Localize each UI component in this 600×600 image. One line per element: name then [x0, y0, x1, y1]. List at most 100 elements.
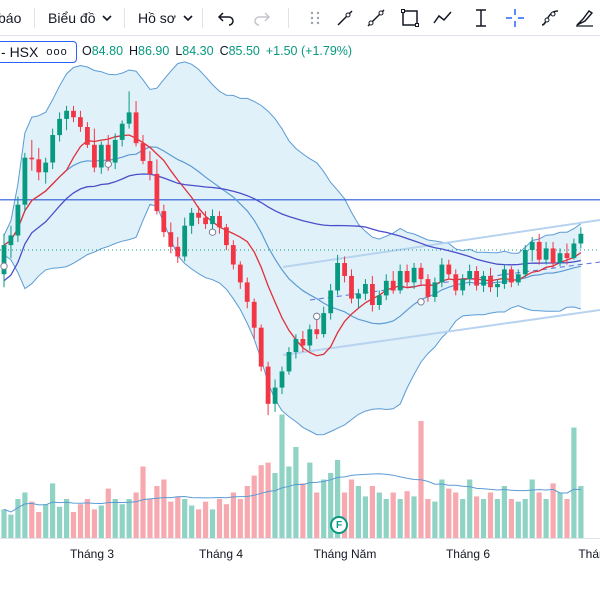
volume-bar [300, 483, 306, 538]
candle-body [196, 212, 201, 218]
candle-body [397, 271, 403, 291]
candle-body [154, 173, 160, 212]
volume-bar [460, 499, 466, 538]
volume-bar [91, 509, 97, 538]
x-tick-thang-6: Tháng 6 [445, 547, 491, 561]
candle-body [15, 204, 21, 236]
volume-bar [237, 499, 243, 538]
volume-bar [453, 492, 459, 538]
volume-bar [279, 414, 285, 538]
financial-event-badge[interactable]: F [330, 516, 348, 534]
candle-body [293, 339, 299, 352]
channel-upper-line [282, 219, 600, 268]
x-tick-thang-nam: Tháng Năm [313, 547, 377, 561]
volume-bar [70, 512, 77, 538]
chart-type-dropdown[interactable]: Biểu đồ [48, 7, 113, 29]
brush-tool-button[interactable] [571, 5, 597, 31]
volume-bar [487, 492, 494, 538]
volume-bar [216, 499, 223, 538]
volume-bar [557, 492, 563, 538]
trend-line-tool-button[interactable] [332, 5, 358, 31]
volume-bar [189, 505, 195, 538]
candle-body [363, 284, 368, 294]
drag-handle-button[interactable] [302, 5, 328, 31]
volume-bar [126, 499, 132, 538]
candle-body [175, 246, 181, 257]
volume-bar [77, 504, 84, 538]
candle-body [432, 282, 438, 297]
signal-marker [0, 262, 8, 270]
volume-bar [29, 501, 35, 538]
rectangle-tool-icon [401, 9, 419, 27]
candle-body [78, 117, 83, 127]
candle-body [515, 274, 521, 283]
candle-body [502, 269, 507, 284]
candle-body [85, 127, 90, 145]
candle-body [356, 293, 361, 299]
more-icon[interactable]: ooo [46, 46, 68, 58]
undo-button[interactable] [213, 5, 239, 31]
alert-button[interactable]: báo [0, 7, 21, 29]
volume-bar [348, 479, 355, 538]
candle-body [522, 250, 528, 275]
toolbar-divider [34, 8, 35, 28]
brush-tool-icon [576, 10, 594, 27]
signal-marker [313, 312, 321, 321]
price-chart[interactable] [0, 36, 600, 544]
top-toolbar: báo Biểu đồ Hồ sơ [0, 0, 600, 36]
volume-bar [341, 492, 348, 538]
rectangle-tool-button[interactable] [397, 5, 423, 31]
volume-bar [446, 488, 452, 538]
bollinger-lower-line [3, 203, 582, 436]
volume-bar [251, 475, 257, 538]
volume-bar [36, 512, 42, 538]
volume-bar [432, 501, 438, 538]
crosshair-button[interactable] [502, 5, 528, 31]
candle-body [251, 301, 257, 328]
curve-tool-button[interactable] [537, 5, 563, 31]
candle-body [36, 159, 42, 173]
candle-body [411, 267, 417, 283]
cursor-text-button[interactable] [468, 5, 494, 31]
candle-body [557, 253, 563, 263]
volume-bar [119, 504, 125, 538]
volume-bar [258, 465, 264, 538]
candle-body [161, 211, 167, 233]
candle-body [342, 263, 347, 276]
high-value: H86.90 [129, 44, 170, 58]
path-tool-button[interactable] [430, 5, 456, 31]
volume-bar [105, 488, 111, 538]
volume-bar [321, 479, 327, 538]
chevron-down-icon [102, 15, 113, 22]
volume-bar [272, 473, 278, 538]
candle-body [571, 243, 577, 259]
candle-body [133, 112, 139, 144]
candle-body [92, 144, 97, 168]
candle-body [578, 233, 584, 244]
ohlc-legend: O84.80 H86.90 L84.30 C85.50 +1.50 (+1.79… [82, 44, 352, 58]
volume-bar [98, 505, 104, 538]
volume-bar [209, 509, 216, 538]
volume-bar [578, 486, 584, 538]
candle-body [119, 123, 125, 140]
candle-body [404, 271, 410, 283]
trend-line-tool-icon [337, 10, 353, 26]
volume-bar [376, 492, 382, 538]
volume-bar [494, 499, 500, 538]
redo-button[interactable] [249, 5, 275, 31]
volume-bar [550, 483, 556, 538]
bollinger-upper-line [3, 61, 582, 254]
candle-body [244, 282, 250, 302]
volume-bar [22, 492, 28, 538]
candle-body [43, 162, 49, 173]
volume-bar [536, 492, 542, 538]
ray-tool-button[interactable] [363, 5, 389, 31]
alert-label: báo [0, 10, 22, 26]
x-tick-thang-7: Thán [578, 547, 600, 561]
redo-icon [254, 12, 271, 26]
candle-body [265, 366, 271, 404]
candle-body [467, 271, 473, 280]
symbol-button[interactable]: - HSX ooo [0, 41, 77, 63]
profile-dropdown[interactable]: Hồ sơ [138, 7, 194, 29]
ray-tool-icon [367, 9, 385, 27]
